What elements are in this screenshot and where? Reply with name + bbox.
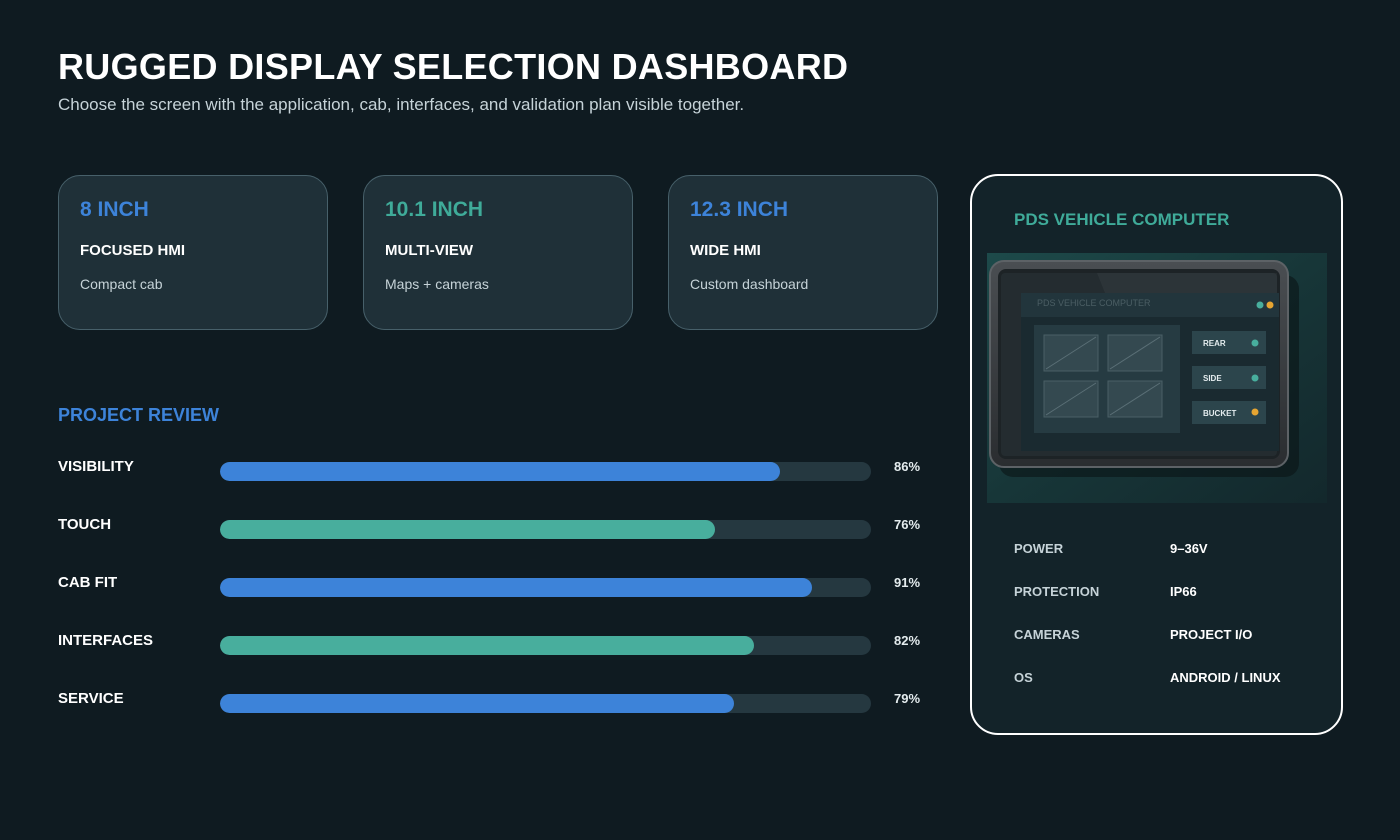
size-card-size: 12.3 INCH: [690, 198, 789, 221]
device-button-bucket: BUCKET: [1192, 401, 1266, 424]
metric-row-cab-fit: CAB FIT 91%: [58, 574, 938, 598]
metric-bar-fill: [220, 462, 780, 481]
device-button-side: SIDE: [1192, 366, 1266, 389]
metric-row-interfaces: INTERFACES 82%: [58, 632, 938, 656]
size-card-size: 10.1 INCH: [385, 198, 484, 221]
metric-track: [220, 520, 871, 539]
metric-label: INTERFACES: [58, 632, 154, 649]
svg-text:BUCKET: BUCKET: [1203, 409, 1236, 418]
svg-text:SIDE: SIDE: [1203, 374, 1222, 383]
size-card-description: Maps + cameras: [385, 276, 489, 292]
size-card-description: Custom dashboard: [690, 276, 809, 292]
spec-label-protection: PROTECTION: [1014, 584, 1100, 599]
product-panel-title: PDS VEHICLE COMPUTER: [1014, 210, 1230, 229]
size-card-10-1-inch[interactable]: 10.1 INCH MULTI-VIEW Maps + cameras: [363, 175, 633, 330]
size-card-kind: FOCUSED HMI: [80, 242, 185, 259]
metric-row-touch: TOUCH 76%: [58, 516, 938, 540]
size-card-description: Compact cab: [80, 276, 163, 292]
device-screen-header: PDS VEHICLE COMPUTER: [1037, 298, 1151, 308]
metric-label: TOUCH: [58, 516, 112, 533]
size-card-size: 8 INCH: [80, 198, 149, 221]
metric-value: 91%: [894, 575, 921, 590]
metric-track: [220, 636, 871, 655]
size-card-8-inch[interactable]: 8 INCH FOCUSED HMI Compact cab: [58, 175, 328, 330]
metric-bar-fill: [220, 578, 813, 597]
spec-label-power: POWER: [1014, 541, 1064, 556]
size-card-kind: MULTI-VIEW: [385, 242, 474, 259]
device-illustration: PDS VEHICLE COMPUTER REAR SIDE: [987, 253, 1327, 503]
metric-track: [220, 694, 871, 713]
metric-track: [220, 462, 871, 481]
metric-row-service: SERVICE 79%: [58, 690, 938, 714]
product-panel: PDS VEHICLE COMPUTER: [970, 174, 1343, 735]
status-dot: [1266, 301, 1274, 309]
spec-label-cameras: CAMERAS: [1014, 627, 1080, 642]
spec-label-os: OS: [1014, 670, 1033, 685]
metric-label: SERVICE: [58, 690, 124, 707]
size-card-12-3-inch[interactable]: 12.3 INCH WIDE HMI Custom dashboard: [668, 175, 938, 330]
metric-label: CAB FIT: [58, 574, 118, 591]
device-image: PDS VEHICLE COMPUTER REAR SIDE: [987, 253, 1327, 503]
size-card-kind: WIDE HMI: [690, 242, 761, 259]
status-dot: [1256, 301, 1264, 309]
metric-value: 76%: [894, 517, 921, 532]
spec-value-protection: IP66: [1170, 584, 1197, 599]
metric-value: 79%: [894, 691, 921, 706]
metric-bar-fill: [220, 520, 715, 539]
page-title: RUGGED DISPLAY SELECTION DASHBOARD: [58, 46, 849, 87]
project-review-title: PROJECT REVIEW: [58, 405, 220, 425]
metric-row-visibility: VISIBILITY 86%: [58, 458, 938, 482]
metric-bar-fill: [220, 636, 754, 655]
metric-bar-fill: [220, 694, 735, 713]
spec-value-cameras: PROJECT I/O: [1170, 627, 1253, 642]
metric-value: 82%: [894, 633, 921, 648]
page-subtitle: Choose the screen with the application, …: [58, 95, 745, 114]
metric-label: VISIBILITY: [58, 458, 134, 475]
device-button-rear: REAR: [1192, 331, 1266, 354]
spec-value-os: ANDROID / LINUX: [1170, 670, 1281, 685]
spec-value-power: 9–36V: [1170, 541, 1208, 556]
svg-text:REAR: REAR: [1203, 339, 1226, 348]
metric-value: 86%: [894, 459, 921, 474]
metric-track: [220, 578, 871, 597]
